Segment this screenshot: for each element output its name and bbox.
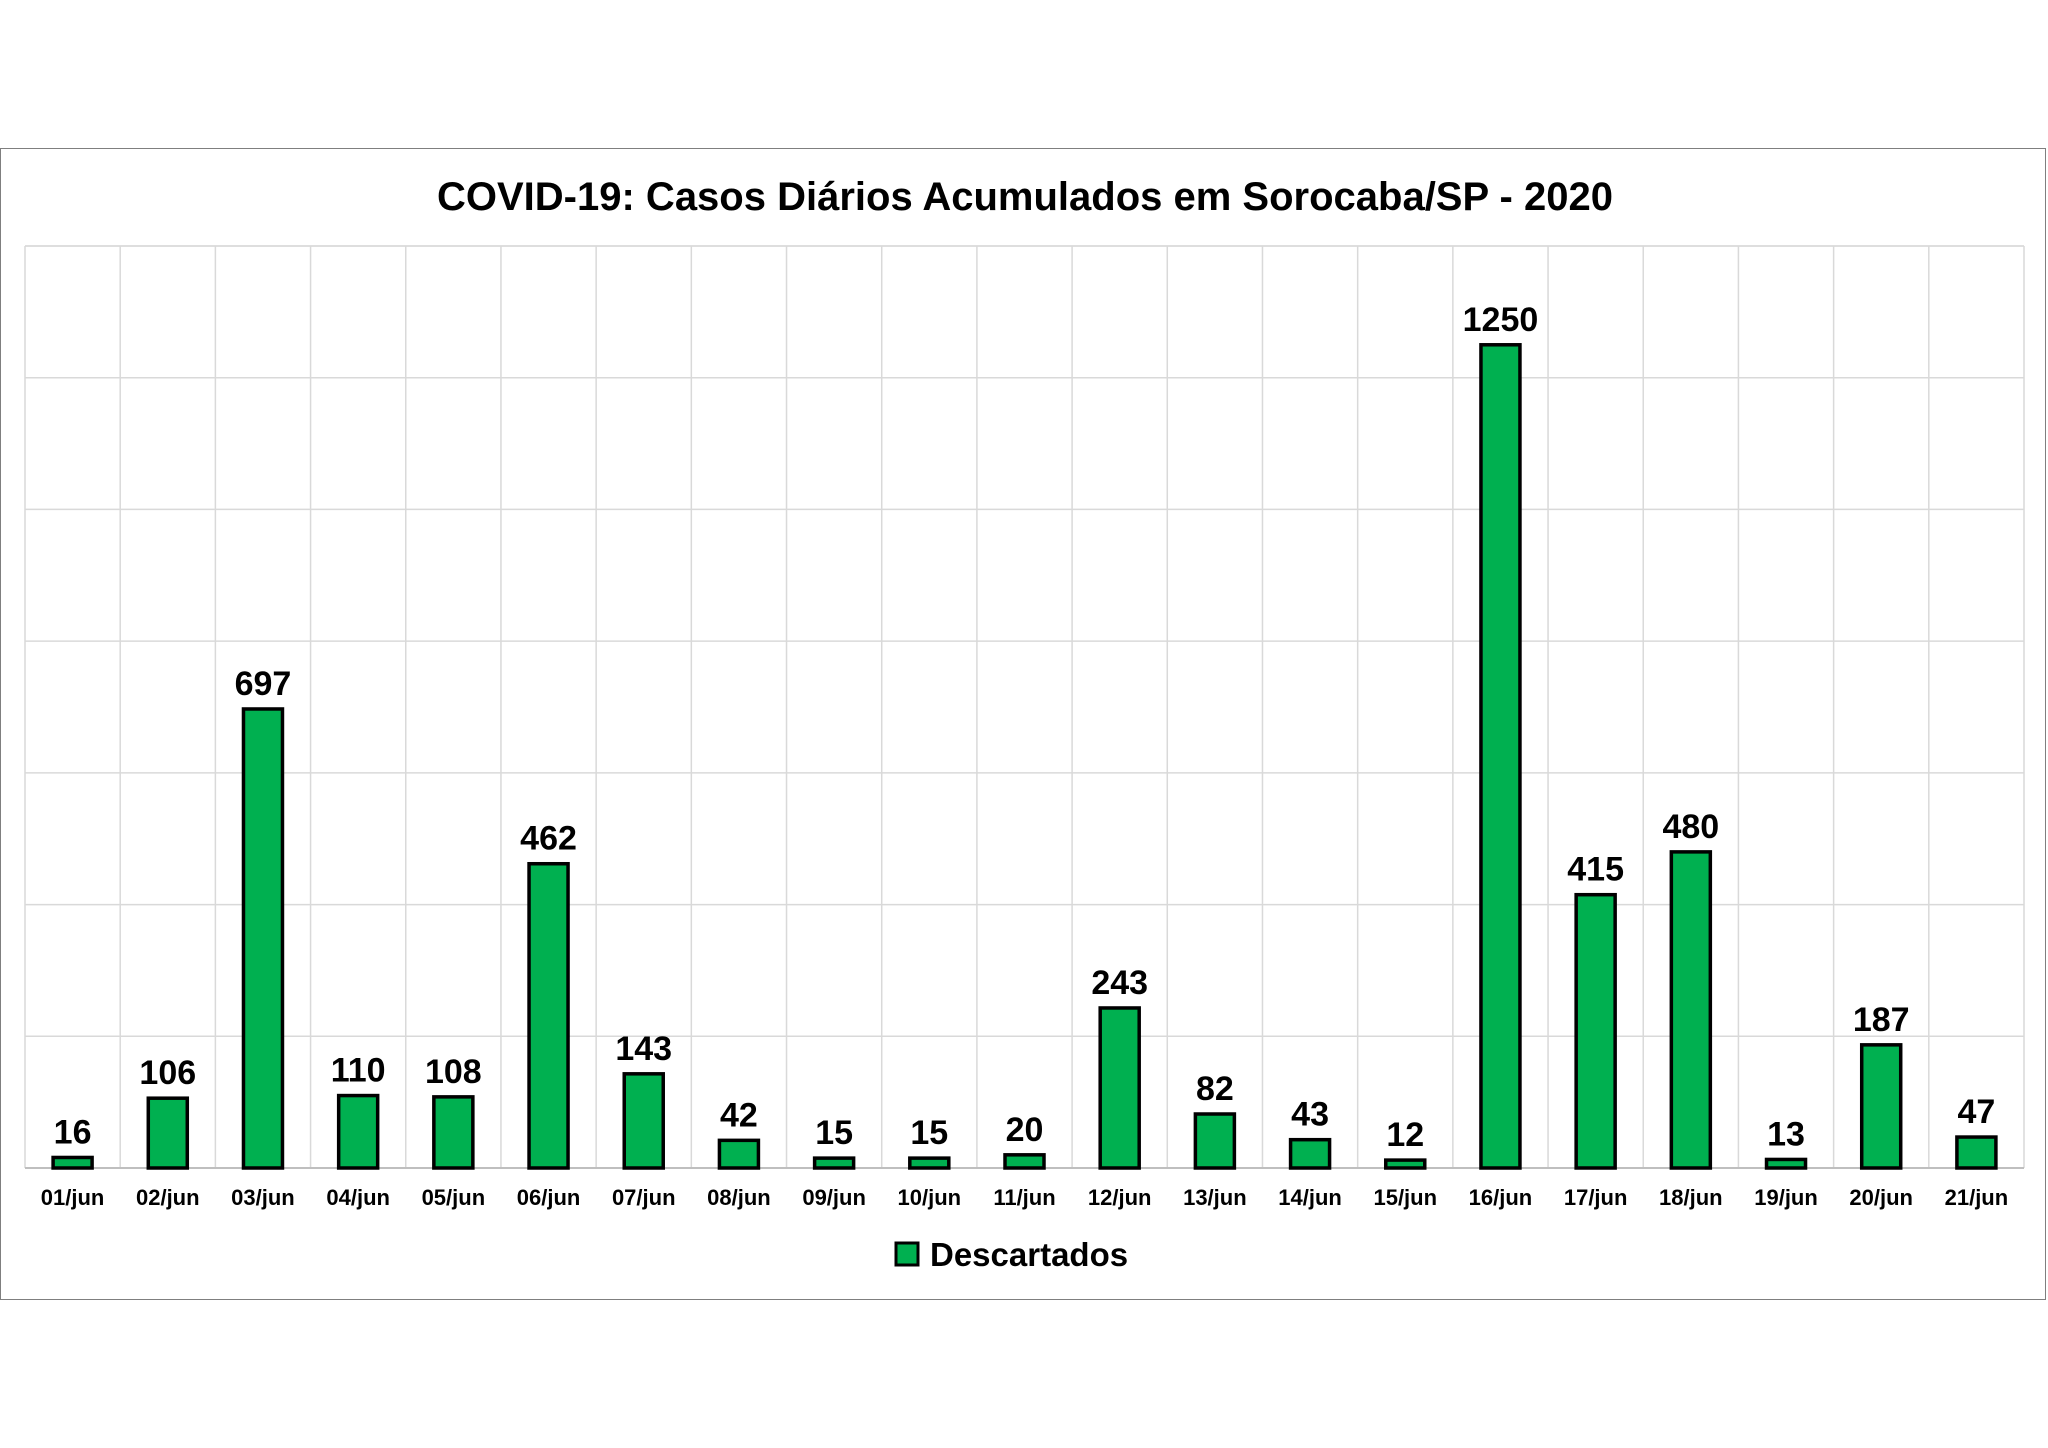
bar — [812, 1156, 856, 1170]
bar — [241, 707, 285, 1170]
bar — [1479, 343, 1522, 1170]
x-tick-label: 07/jun — [612, 1185, 676, 1210]
data-label: 12 — [1386, 1116, 1424, 1154]
bar-series — [51, 343, 1998, 1170]
x-tick-label: 14/jun — [1278, 1185, 1342, 1210]
x-tick-label: 08/jun — [707, 1185, 771, 1210]
bar — [1669, 850, 1713, 1170]
bar — [336, 1093, 380, 1170]
bar — [1384, 1158, 1427, 1170]
data-label: 1250 — [1463, 301, 1539, 339]
data-label: 243 — [1091, 964, 1148, 1002]
x-tick-label: 01/jun — [41, 1185, 105, 1210]
legend: Descartados — [894, 1236, 1128, 1273]
data-label: 16 — [54, 1113, 92, 1151]
data-labels: 16 106 697 110 108 462 143 42 15 15 20 243 82 43 12 125… — [54, 301, 1996, 1154]
x-tick-label: 15/jun — [1373, 1185, 1437, 1210]
data-label: 15 — [910, 1114, 948, 1152]
x-tick-label: 05/jun — [422, 1185, 486, 1210]
bar — [527, 861, 570, 1170]
x-tick-label: 09/jun — [802, 1185, 866, 1210]
bar — [1955, 1135, 1998, 1170]
data-label: 106 — [139, 1054, 196, 1092]
bar — [717, 1138, 761, 1170]
bar — [1193, 1112, 1237, 1170]
bar — [51, 1155, 94, 1170]
bar — [1764, 1157, 1808, 1170]
bar — [1098, 1006, 1141, 1170]
bar — [908, 1156, 951, 1170]
chart-title: COVID-19: Casos Diários Acumulados em So… — [437, 175, 1613, 219]
data-label: 20 — [1006, 1111, 1044, 1149]
data-label: 82 — [1196, 1070, 1234, 1108]
x-tick-label: 18/jun — [1659, 1185, 1723, 1210]
x-tick-label: 16/jun — [1469, 1185, 1533, 1210]
data-label: 480 — [1662, 808, 1719, 846]
x-tick-label: 20/jun — [1849, 1185, 1913, 1210]
x-tick-label: 12/jun — [1088, 1185, 1152, 1210]
x-tick-label: 03/jun — [231, 1185, 295, 1210]
data-label: 143 — [615, 1030, 672, 1068]
data-label: 108 — [425, 1053, 482, 1091]
bar — [1288, 1137, 1332, 1170]
bar-chart: COVID-19: Casos Diários Acumulados em So… — [24, 175, 2025, 1273]
chart-frame: COVID-19: Casos Diários Acumulados em So… — [0, 148, 2046, 1300]
bar — [1003, 1153, 1046, 1170]
grid-lines — [24, 245, 2025, 1169]
data-label: 43 — [1291, 1096, 1329, 1134]
x-tick-label: 11/jun — [993, 1185, 1055, 1210]
bar — [1574, 892, 1617, 1170]
data-label: 42 — [720, 1096, 758, 1134]
x-tick-label: 10/jun — [898, 1185, 962, 1210]
legend-swatch — [894, 1241, 920, 1267]
bar — [432, 1095, 475, 1170]
x-tick-label: 17/jun — [1564, 1185, 1628, 1210]
x-tick-label: 04/jun — [326, 1185, 390, 1210]
data-label: 13 — [1767, 1115, 1805, 1153]
x-tick-label: 19/jun — [1754, 1185, 1818, 1210]
data-label: 15 — [815, 1114, 853, 1152]
x-tick-label: 21/jun — [1945, 1185, 2009, 1210]
legend-label: Descartados — [930, 1236, 1128, 1273]
x-tick-label: 13/jun — [1183, 1185, 1247, 1210]
data-label: 187 — [1853, 1001, 1910, 1039]
data-label: 462 — [520, 820, 577, 858]
x-axis-tick-labels: 01/jun 02/jun 03/jun 04/jun 05/jun 06/jun 07/j… — [41, 1185, 2008, 1210]
x-tick-label: 06/jun — [517, 1185, 581, 1210]
data-label: 415 — [1567, 851, 1624, 889]
bar — [622, 1072, 665, 1170]
x-tick-label: 02/jun — [136, 1185, 200, 1210]
data-label: 110 — [331, 1052, 386, 1090]
bar — [1859, 1043, 1903, 1170]
bar — [146, 1096, 190, 1170]
data-label: 47 — [1957, 1093, 1995, 1131]
data-label: 697 — [235, 665, 292, 703]
